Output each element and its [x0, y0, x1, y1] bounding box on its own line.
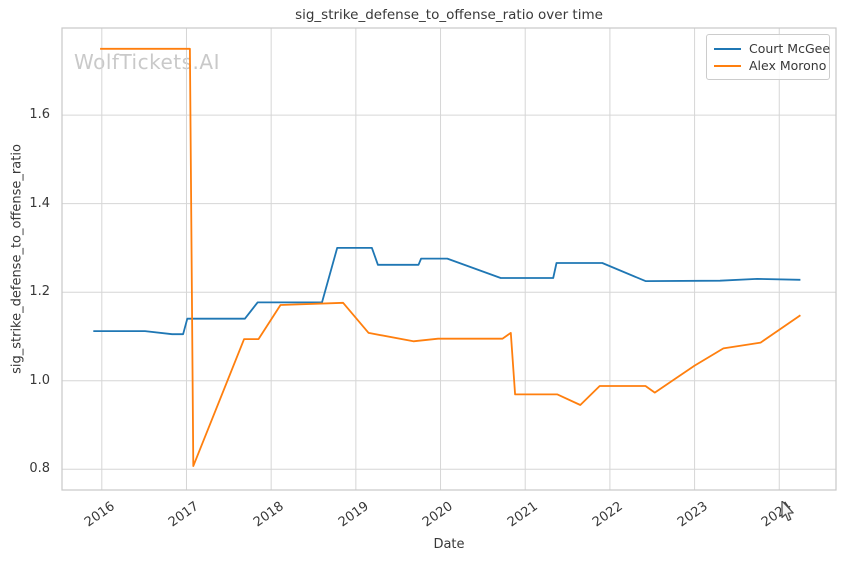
legend-swatch [714, 47, 741, 50]
y-tick-label: 1.6 [29, 107, 50, 123]
y-tick-label: 1.0 [29, 372, 50, 388]
watermark: WolfTickets.AI [74, 50, 220, 74]
plot-border [61, 27, 837, 491]
y-tick-label: 0.8 [29, 461, 50, 477]
y-axis-label: sig_strike_defense_to_offense_ratio [9, 144, 25, 374]
legend-entry: Alex Morono [714, 57, 826, 74]
legend-entry-label: Court McGee [749, 41, 831, 56]
series-line-court-mcgee [93, 246, 801, 336]
x-axis-label: Date [433, 537, 465, 552]
legend-entry-label: Alex Morono [749, 58, 827, 73]
legend-entry: Court McGee [714, 40, 830, 57]
y-tick-label: 1.2 [29, 284, 50, 300]
mouse-cursor-icon [781, 501, 794, 521]
series-line-alex-morono [100, 47, 801, 468]
chart-title: sig_strike_defense_to_offense_ratio over… [295, 7, 603, 23]
legend: Court McGee Alex Morono [706, 34, 830, 80]
legend-swatch [714, 64, 741, 67]
y-tick-label: 1.4 [29, 195, 50, 211]
